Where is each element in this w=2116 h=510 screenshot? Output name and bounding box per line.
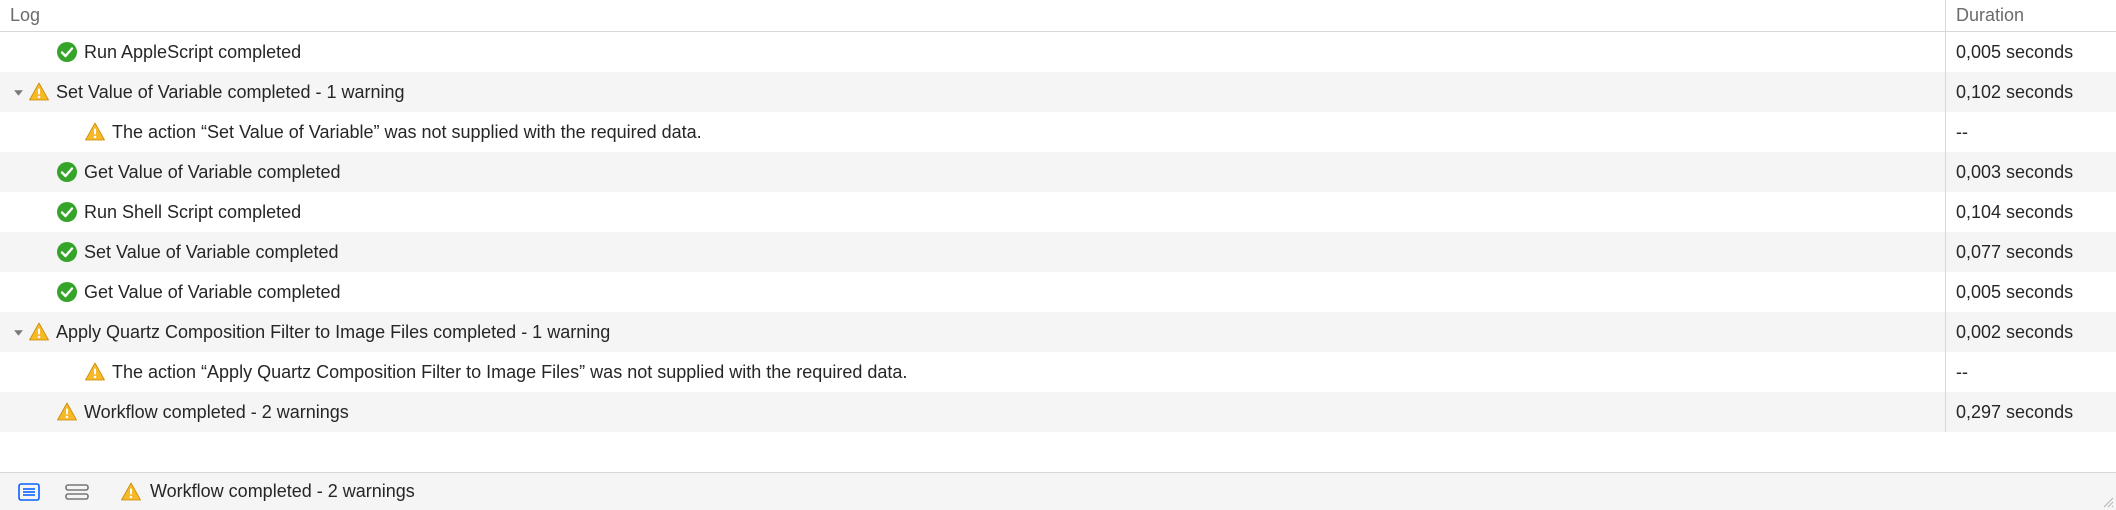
duration-value: 0,077 seconds xyxy=(1956,242,2073,263)
table-row[interactable]: Run Shell Script completed 0,104 seconds xyxy=(0,192,2116,232)
column-header-log[interactable]: Log xyxy=(0,0,1946,31)
table-row[interactable]: Get Value of Variable completed 0,003 sec… xyxy=(0,152,2116,192)
log-message: Run Shell Script completed xyxy=(84,202,301,223)
warning-icon xyxy=(84,121,112,143)
duration-value: 0,297 seconds xyxy=(1956,402,2073,423)
log-rows: Run AppleScript completed 0,005 seconds S… xyxy=(0,32,2116,472)
column-header-duration-label: Duration xyxy=(1956,5,2024,26)
log-message: The action “Apply Quartz Composition Fil… xyxy=(112,362,907,383)
resize-grip-icon[interactable] xyxy=(2102,496,2114,508)
footer-bar: Workflow completed - 2 warnings xyxy=(0,472,2116,510)
success-icon xyxy=(56,41,84,63)
log-cell: The action “Apply Quartz Composition Fil… xyxy=(0,352,1946,392)
duration-value: 0,102 seconds xyxy=(1956,82,2073,103)
footer-status-icon xyxy=(120,481,142,503)
table-row[interactable]: Apply Quartz Composition Filter to Image… xyxy=(0,312,2116,352)
log-cell: Set Value of Variable completed - 1 warn… xyxy=(0,72,1946,112)
log-cell: Apply Quartz Composition Filter to Image… xyxy=(0,312,1946,352)
duration-cell: 0,005 seconds xyxy=(1946,32,2116,72)
duration-cell: 0,102 seconds xyxy=(1946,72,2116,112)
duration-cell: 0,002 seconds xyxy=(1946,312,2116,352)
table-row[interactable]: Run AppleScript completed 0,005 seconds xyxy=(0,32,2116,72)
log-message: Set Value of Variable completed xyxy=(84,242,339,263)
duration-cell: 0,297 seconds xyxy=(1946,392,2116,432)
log-cell: Run Shell Script completed xyxy=(0,192,1946,232)
warning-icon xyxy=(28,81,56,103)
log-panel: Log Duration Run AppleScript completed 0,… xyxy=(0,0,2116,510)
disclosure-triangle[interactable] xyxy=(10,87,26,98)
log-cell: The action “Set Value of Variable” was n… xyxy=(0,112,1946,152)
log-cell: Get Value of Variable completed xyxy=(0,152,1946,192)
log-message: Run AppleScript completed xyxy=(84,42,301,63)
log-message: Get Value of Variable completed xyxy=(84,162,340,183)
view-mode-list-button[interactable] xyxy=(14,478,44,506)
table-header: Log Duration xyxy=(0,0,2116,32)
log-cell: Set Value of Variable completed xyxy=(0,232,1946,272)
success-icon xyxy=(56,161,84,183)
duration-cell: 0,104 seconds xyxy=(1946,192,2116,232)
table-row[interactable]: Get Value of Variable completed 0,005 sec… xyxy=(0,272,2116,312)
column-header-duration[interactable]: Duration xyxy=(1946,0,2116,31)
duration-cell: 0,077 seconds xyxy=(1946,232,2116,272)
duration-cell: 0,003 seconds xyxy=(1946,152,2116,192)
duration-value: 0,104 seconds xyxy=(1956,202,2073,223)
log-cell: Get Value of Variable completed xyxy=(0,272,1946,312)
table-row[interactable]: The action “Apply Quartz Composition Fil… xyxy=(0,352,2116,392)
duration-value: 0,005 seconds xyxy=(1956,282,2073,303)
log-cell: Run AppleScript completed xyxy=(0,32,1946,72)
duration-cell: -- xyxy=(1946,352,2116,392)
duration-value: 0,005 seconds xyxy=(1956,42,2073,63)
log-message: Workflow completed - 2 warnings xyxy=(84,402,349,423)
table-row[interactable]: Set Value of Variable completed 0,077 sec… xyxy=(0,232,2116,272)
warning-icon xyxy=(28,321,56,343)
duration-value: 0,003 seconds xyxy=(1956,162,2073,183)
duration-value: -- xyxy=(1956,122,1968,143)
success-icon xyxy=(56,241,84,263)
log-message: Apply Quartz Composition Filter to Image… xyxy=(56,322,610,343)
log-message: Set Value of Variable completed - 1 warn… xyxy=(56,82,405,103)
success-icon xyxy=(56,281,84,303)
duration-value: -- xyxy=(1956,362,1968,383)
table-row[interactable]: Workflow completed - 2 warnings 0,297 sec… xyxy=(0,392,2116,432)
warning-icon xyxy=(56,401,84,423)
duration-cell: 0,005 seconds xyxy=(1946,272,2116,312)
log-message: Get Value of Variable completed xyxy=(84,282,340,303)
log-cell: Workflow completed - 2 warnings xyxy=(0,392,1946,432)
view-mode-stack-button[interactable] xyxy=(62,478,92,506)
table-row[interactable]: Set Value of Variable completed - 1 warn… xyxy=(0,72,2116,112)
footer-status-text: Workflow completed - 2 warnings xyxy=(150,481,415,502)
disclosure-triangle[interactable] xyxy=(10,327,26,338)
success-icon xyxy=(56,201,84,223)
duration-value: 0,002 seconds xyxy=(1956,322,2073,343)
warning-icon xyxy=(84,361,112,383)
duration-cell: -- xyxy=(1946,112,2116,152)
column-header-log-label: Log xyxy=(10,5,40,26)
table-row[interactable]: The action “Set Value of Variable” was n… xyxy=(0,112,2116,152)
log-message: The action “Set Value of Variable” was n… xyxy=(112,122,702,143)
